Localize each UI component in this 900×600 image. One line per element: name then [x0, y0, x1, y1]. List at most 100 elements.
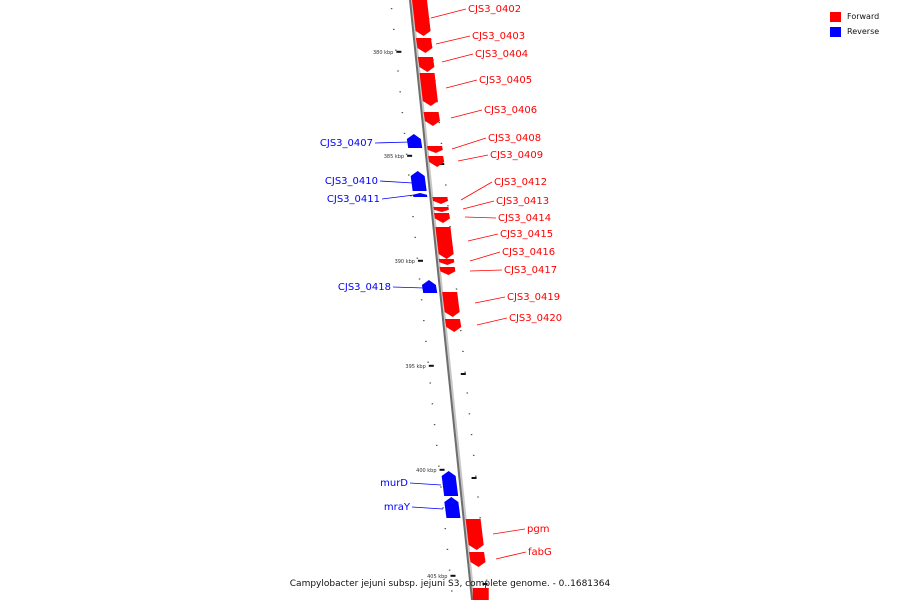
label-leader	[411, 506, 444, 510]
gene-arrow[interactable]	[427, 146, 443, 153]
gene-murd[interactable]: murD	[380, 471, 459, 496]
gene-arrow[interactable]	[428, 156, 445, 167]
gene-label[interactable]: CJS3_0402	[468, 4, 521, 15]
label-leader	[457, 154, 489, 162]
gene-cjs3_0410[interactable]: CJS3_0410	[325, 171, 427, 191]
gene-cjs3_0412[interactable]: CJS3_0412	[432, 177, 547, 204]
gene-cjs3_0403[interactable]: CJS3_0403	[415, 31, 525, 53]
gene-arrow[interactable]	[465, 519, 484, 550]
gene-arrow[interactable]	[410, 171, 427, 191]
label-leader	[474, 296, 506, 304]
minor-tick	[408, 174, 410, 176]
major-tick	[428, 364, 434, 367]
gene-cjs3_0402[interactable]: CJS3_0402	[412, 0, 521, 36]
major-tick	[482, 583, 488, 585]
minor-tick	[418, 278, 421, 280]
gene-label[interactable]: fabG	[528, 547, 552, 558]
gene-cjs3_0411[interactable]: CJS3_0411	[327, 193, 428, 205]
gene-cjs3_0409[interactable]: CJS3_0409	[428, 150, 543, 167]
legend-reverse: Reverse	[830, 24, 892, 39]
gene-arrow[interactable]	[435, 227, 454, 259]
gene-arrow[interactable]	[444, 497, 461, 518]
scale-label: 395 kbp	[405, 364, 425, 370]
gene-label[interactable]: CJS3_0420	[509, 313, 562, 324]
scale-label: 385 kbp	[384, 154, 404, 160]
gene-label[interactable]: CJS3_0406	[484, 105, 537, 116]
minor-tick	[436, 101, 438, 103]
reverse-swatch	[830, 26, 841, 37]
gene-label[interactable]: mraY	[384, 502, 411, 513]
gene-arrow[interactable]	[417, 57, 435, 72]
gene-label[interactable]: CJS3_0417	[504, 265, 557, 276]
gene-arrow[interactable]	[406, 134, 423, 148]
gene-arrow[interactable]	[433, 207, 449, 212]
label-leader	[469, 269, 503, 272]
gene-fabg[interactable]: fabG	[469, 547, 552, 567]
gene-label[interactable]: CJS3_0410	[325, 176, 378, 187]
major-tick	[439, 163, 445, 165]
label-leader	[392, 286, 425, 289]
gene-label[interactable]: CJS3_0403	[472, 31, 525, 42]
minor-tick	[431, 403, 434, 405]
gene-cjs3_0407[interactable]: CJS3_0407	[320, 134, 423, 149]
minor-tick	[446, 548, 449, 550]
gene-cjs3_0418[interactable]: CJS3_0418	[338, 280, 438, 293]
gene-cjs3_0419[interactable]: CJS3_0419	[442, 292, 560, 317]
minor-tick	[462, 350, 464, 352]
gene-label[interactable]: CJS3_0405	[479, 75, 532, 86]
gene-label[interactable]: CJS3_0411	[327, 194, 380, 205]
gene-arrow[interactable]	[438, 259, 455, 265]
scale-label: 400 kbp	[416, 468, 436, 474]
gene-label[interactable]: CJS3_0416	[502, 247, 555, 258]
gene-arrow[interactable]	[419, 73, 438, 106]
gene-label[interactable]: CJS3_0412	[494, 177, 547, 188]
gene-cjs3_0408[interactable]: CJS3_0408	[427, 133, 541, 153]
gene-label[interactable]: CJS3_0418	[338, 282, 391, 293]
label-leader	[462, 200, 495, 210]
label-leader	[381, 194, 415, 200]
gene-label[interactable]: CJS3_0408	[488, 133, 541, 144]
gene-cjs3_0415[interactable]: CJS3_0415	[435, 227, 553, 259]
gene-label[interactable]: murD	[380, 478, 408, 489]
gene-label[interactable]: CJS3_0414	[498, 213, 551, 224]
gene-label[interactable]: pgm	[527, 524, 549, 535]
gene-cjs3_0416[interactable]: CJS3_0416	[438, 247, 555, 265]
gene-partial[interactable]	[472, 588, 489, 600]
gene-arrow[interactable]	[442, 292, 460, 317]
gene-arrow[interactable]	[469, 552, 486, 567]
gene-cjs3_0405[interactable]: CJS3_0405	[419, 73, 533, 106]
gene-arrow[interactable]	[415, 38, 433, 53]
gene-arrow[interactable]	[444, 319, 462, 332]
gene-arrow[interactable]	[439, 267, 456, 275]
major-tick	[396, 50, 402, 53]
gene-pgm[interactable]: pgm	[465, 519, 550, 550]
gene-label[interactable]: CJS3_0413	[496, 196, 549, 207]
gene-cjs3_0420[interactable]: CJS3_0420	[444, 313, 562, 332]
gene-label[interactable]: CJS3_0419	[507, 292, 560, 303]
gene-cjs3_0406[interactable]: CJS3_0406	[423, 105, 538, 126]
gene-arrow[interactable]	[412, 0, 431, 36]
backbone-shadow	[410, 0, 475, 600]
minor-tick	[397, 70, 399, 72]
gene-arrow[interactable]	[412, 193, 428, 197]
gene-arrow[interactable]	[423, 112, 440, 126]
gene-cjs3_0414[interactable]: CJS3_0414	[434, 213, 551, 224]
gene-cjs3_0417[interactable]: CJS3_0417	[439, 265, 558, 276]
gene-arrow[interactable]	[421, 280, 438, 293]
gene-label[interactable]: CJS3_0404	[475, 49, 528, 60]
minor-tick	[401, 112, 404, 114]
gene-mray[interactable]: mraY	[384, 497, 461, 518]
gene-arrow[interactable]	[432, 197, 449, 204]
minor-tick	[395, 49, 397, 51]
gene-cjs3_0404[interactable]: CJS3_0404	[417, 49, 528, 72]
minor-tick	[392, 28, 395, 30]
gene-arrow[interactable]	[434, 213, 451, 223]
gene-label[interactable]: CJS3_0409	[490, 150, 543, 161]
major-tick	[471, 477, 477, 479]
gene-arrow[interactable]	[441, 471, 459, 496]
minor-tick	[475, 475, 477, 477]
gene-label[interactable]: CJS3_0415	[500, 229, 553, 240]
gene-cjs3_0413[interactable]: CJS3_0413	[433, 196, 549, 212]
gene-label[interactable]: CJS3_0407	[320, 138, 373, 149]
label-leader	[435, 35, 471, 45]
